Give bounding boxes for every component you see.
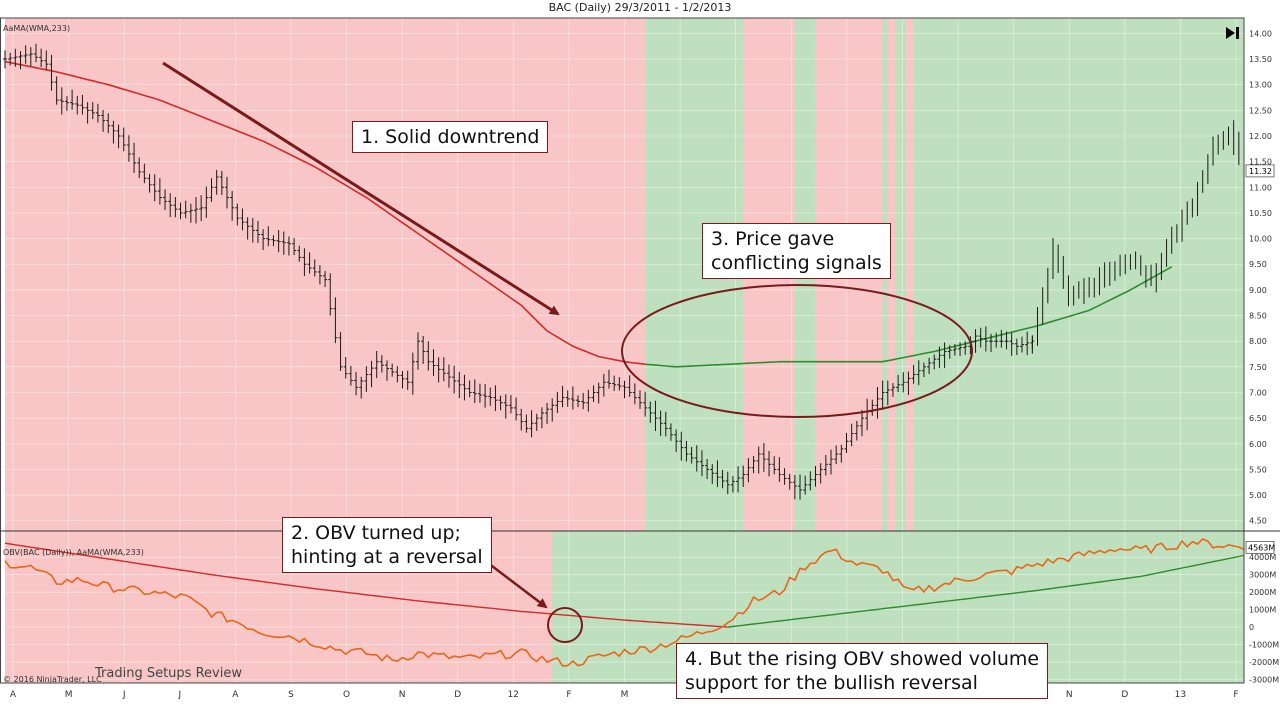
annotation-text-line1: 3. Price gave [711, 228, 835, 250]
x-tick-label: 12 [508, 690, 519, 700]
x-tick-label: M [65, 690, 73, 700]
x-tick-label: J [177, 690, 181, 700]
moving-average-line-bearish [4, 60, 646, 366]
conflicting-signals-ellipse [621, 284, 973, 418]
moving-average-line-bullish [645, 266, 1173, 368]
price-tick-label: 12.50 [1249, 106, 1272, 115]
price-tick-label: 7.00 [1249, 388, 1267, 397]
downtrend-arrow [162, 61, 560, 316]
x-tick-label: N [399, 690, 406, 700]
obv-moving-average-bullish [727, 554, 1245, 628]
x-tick-label: M [621, 690, 629, 700]
price-tick-label: 8.00 [1249, 337, 1267, 346]
annotation-conflicting-signals: 3. Price gave conflicting signals [702, 223, 891, 279]
annotation-text-line2: conflicting signals [711, 252, 882, 274]
price-tick-label: 8.50 [1249, 312, 1267, 321]
x-tick-label: J [122, 690, 126, 700]
obv-tick-label: -2000M [1249, 658, 1279, 667]
price-tick-label: 6.50 [1249, 414, 1267, 423]
obv-turn-arrow [487, 562, 548, 609]
price-tick-label: 4.50 [1249, 517, 1267, 526]
annotation-obv-turned-up: 2. OBV turned up; hinting at a reversal [282, 517, 492, 573]
annotation-text-line1: 4. But the rising OBV showed volume [685, 648, 1040, 670]
x-tick-label: A [232, 690, 239, 700]
x-tick-label: F [1233, 690, 1238, 700]
regime-band [905, 18, 915, 531]
x-tick-label: S [288, 690, 294, 700]
x-tick-label: A [10, 690, 17, 700]
obv-turn-circle [547, 607, 583, 643]
x-tick-label: D [1121, 690, 1128, 700]
copyright-text: © 2016 NinjaTrader, LLC [3, 675, 102, 684]
obv-tick-label: -3000M [1249, 676, 1279, 685]
regime-band [895, 18, 907, 531]
price-tick-label: 6.00 [1249, 440, 1267, 449]
annotation-solid-downtrend: 1. Solid downtrend [352, 121, 549, 153]
price-tick-label: 12.00 [1249, 132, 1272, 141]
x-tick-label: N [1066, 690, 1073, 700]
price-tick-label: 9.50 [1249, 260, 1267, 269]
annotation-text: 1. Solid downtrend [361, 126, 540, 148]
x-tick-label: D [454, 690, 461, 700]
x-tick-label: O [343, 690, 350, 700]
last-obv-label: 4563M [1248, 543, 1275, 552]
obv-line [4, 537, 1245, 667]
annotation-overlays [162, 61, 973, 643]
price-tick-label: 5.00 [1249, 491, 1267, 500]
data-series [3, 43, 1245, 667]
last-price-badge [1245, 164, 1275, 178]
obv-tick-label: -1000M [1249, 641, 1279, 650]
price-tick-label: 10.00 [1249, 235, 1272, 244]
price-tick-label: 7.50 [1249, 363, 1267, 372]
skip-to-end-glyph [1226, 27, 1239, 39]
top-panel-label: AaMA(WMA,233) [3, 24, 71, 33]
annotation-text-line1: 2. OBV turned up; [291, 522, 461, 544]
chart-title: BAC (Daily) 29/3/2011 - 1/2/2013 [548, 1, 732, 14]
obv-tick-label: 3000M [1249, 571, 1276, 580]
price-tick-label: 11.50 [1249, 158, 1272, 167]
obv-tick-label: 4000M [1249, 553, 1276, 562]
axes: AMJJASOND12FMAMJJASOND13F4.505.005.506.0… [0, 17, 1280, 700]
watermark-text: Trading Setups Review [95, 666, 242, 681]
regime-band [887, 18, 897, 531]
price-tick-label: 9.00 [1249, 286, 1267, 295]
bottom-panel-label: OBV(BAC (Daily)), AaMA(WMA,233) [3, 548, 144, 557]
price-tick-label: 13.00 [1249, 81, 1272, 90]
obv-tick-label: 1000M [1249, 606, 1276, 615]
x-tick-label: 13 [1175, 690, 1186, 700]
last-obv-badge [1245, 540, 1275, 554]
x-tick-label: F [566, 690, 571, 700]
obv-tick-label: 0 [1249, 623, 1254, 632]
annotation-text-line2: hinting at a reversal [291, 546, 483, 568]
obv-moving-average-bearish [4, 542, 728, 628]
regime-band [913, 18, 1245, 531]
annotation-text-line2: support for the bullish reversal [685, 672, 978, 694]
last-price-label: 11.32 [1249, 167, 1272, 176]
price-tick-label: 5.50 [1249, 465, 1267, 474]
price-tick-label: 13.50 [1249, 55, 1272, 64]
annotation-volume-support: 4. But the rising OBV showed volume supp… [676, 643, 1049, 699]
obv-tick-label: 2000M [1249, 588, 1276, 597]
price-tick-label: 14.00 [1249, 29, 1272, 38]
price-tick-label: 10.50 [1249, 209, 1272, 218]
price-tick-label: 11.00 [1249, 183, 1272, 192]
